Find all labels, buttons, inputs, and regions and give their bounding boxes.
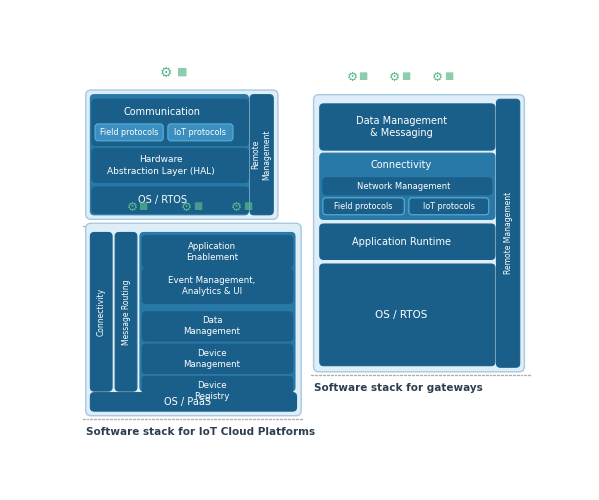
Text: ⚙: ⚙ [389,71,401,84]
FancyBboxPatch shape [168,124,233,141]
Text: Connectivity: Connectivity [371,160,432,170]
Text: IoT protocols: IoT protocols [423,202,475,211]
FancyBboxPatch shape [92,100,249,146]
FancyBboxPatch shape [90,392,297,411]
Text: Remote
Management: Remote Management [252,130,272,180]
Text: Remote Management: Remote Management [504,192,513,274]
FancyBboxPatch shape [409,198,489,215]
Text: ⚙: ⚙ [231,202,243,214]
FancyBboxPatch shape [250,94,273,215]
FancyBboxPatch shape [95,124,163,141]
FancyBboxPatch shape [320,224,495,260]
Text: ■: ■ [177,66,187,76]
FancyBboxPatch shape [323,198,404,215]
Text: Connectivity: Connectivity [96,288,106,336]
Text: OS / PaaS: OS / PaaS [164,397,211,407]
Text: Event Management,
Analytics & UI: Event Management, Analytics & UI [168,276,256,296]
Text: Device
Management: Device Management [183,348,241,369]
FancyBboxPatch shape [323,178,492,194]
Text: ⚙: ⚙ [160,66,173,80]
FancyBboxPatch shape [143,376,293,406]
Text: Software stack for gateways: Software stack for gateways [313,382,482,392]
Text: ■: ■ [138,202,148,211]
Text: Application Runtime: Application Runtime [352,236,450,246]
Text: ■: ■ [401,71,410,81]
Text: ■: ■ [359,71,368,81]
Text: ⚙: ⚙ [181,202,192,214]
FancyBboxPatch shape [92,148,249,182]
FancyBboxPatch shape [320,153,495,220]
FancyBboxPatch shape [90,232,112,391]
Text: ⚙: ⚙ [126,202,138,214]
Text: Data Management
& Messaging: Data Management & Messaging [356,116,447,138]
FancyBboxPatch shape [497,100,520,367]
Text: Communication: Communication [124,106,201,117]
FancyBboxPatch shape [320,264,495,366]
Text: Device
Registry: Device Registry [194,381,230,401]
FancyBboxPatch shape [143,312,293,341]
FancyBboxPatch shape [115,232,137,391]
Text: Data
Management: Data Management [183,316,241,336]
Text: Message Routing: Message Routing [122,279,131,344]
FancyBboxPatch shape [320,104,495,150]
Text: Application
Enablement: Application Enablement [186,242,238,262]
Text: Field protocols: Field protocols [100,128,158,137]
Text: OS / RTOS: OS / RTOS [375,310,427,320]
Text: Software stack for IoT Cloud Platforms: Software stack for IoT Cloud Platforms [86,426,315,436]
FancyBboxPatch shape [86,90,278,220]
Text: ⚙: ⚙ [432,71,443,84]
FancyBboxPatch shape [313,94,524,372]
Text: OS / RTOS: OS / RTOS [138,195,187,205]
FancyBboxPatch shape [143,344,293,374]
Text: ■: ■ [243,202,252,211]
Text: Hardware
Abstraction Layer (HAL): Hardware Abstraction Layer (HAL) [107,156,215,176]
Text: ⚙: ⚙ [347,71,358,84]
FancyBboxPatch shape [140,232,295,391]
FancyBboxPatch shape [143,236,293,268]
Text: Field protocols: Field protocols [334,202,393,211]
FancyBboxPatch shape [90,94,249,215]
FancyBboxPatch shape [143,268,293,304]
FancyBboxPatch shape [92,187,249,213]
Text: IoT protocols: IoT protocols [174,128,226,137]
FancyBboxPatch shape [86,223,301,416]
Text: Network Management: Network Management [357,182,450,191]
Text: ■: ■ [193,202,202,211]
Text: ■: ■ [444,71,453,81]
